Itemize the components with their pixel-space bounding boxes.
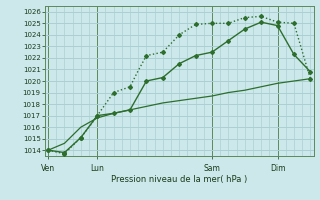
X-axis label: Pression niveau de la mer( hPa ): Pression niveau de la mer( hPa ) bbox=[111, 175, 247, 184]
